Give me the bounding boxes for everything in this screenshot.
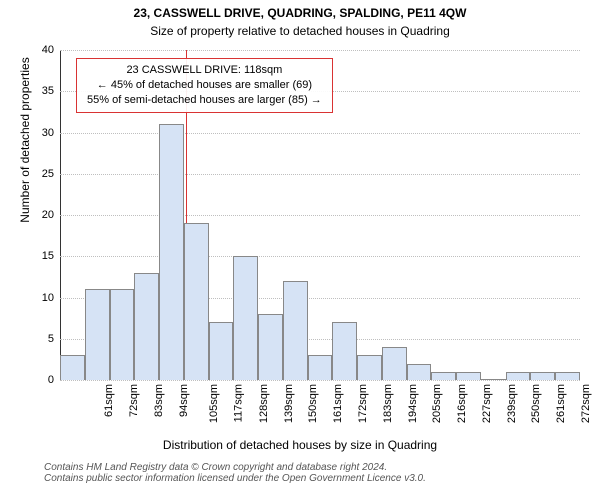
ytick-label: 10 [42,292,60,304]
histogram-bar [85,289,110,380]
histogram-bar [308,355,333,380]
gridline [60,50,580,51]
ytick-label: 40 [42,44,60,56]
histogram-bar [530,372,555,380]
gridline [60,133,580,134]
ytick-label: 30 [42,127,60,139]
histogram-bar [332,322,357,380]
xtick-label: 239sqm [506,384,518,423]
annotation-line3: 55% of semi-detached houses are larger (… [87,93,322,108]
xtick-label: 227sqm [481,384,493,423]
annotation-line1: 23 CASSWELL DRIVE: 118sqm [87,63,322,78]
ytick-label: 25 [42,168,60,180]
histogram-bar [209,322,234,380]
xtick-label: 117sqm [233,384,245,422]
annotation-line2: ← 45% of detached houses are smaller (69… [87,78,322,93]
histogram-bar [506,372,531,380]
histogram-bar [60,355,85,380]
gridline [60,174,580,175]
xtick-label: 105sqm [209,384,221,423]
histogram-bar [283,281,308,380]
footer-line: Contains HM Land Registry data © Crown c… [44,462,426,473]
histogram-bar [456,372,481,380]
xtick-label: 194sqm [407,384,419,423]
xtick-label: 83sqm [153,384,165,417]
histogram-bar [184,223,209,380]
histogram-bar [110,289,135,380]
gridline [60,215,580,216]
gridline [60,256,580,257]
xtick-label: 72sqm [128,384,140,417]
histogram-bar [481,379,506,380]
xtick-label: 272sqm [580,384,592,423]
x-axis-label: Distribution of detached houses by size … [0,438,600,452]
histogram-bar [555,372,580,380]
footer-line: Contains public sector information licen… [44,473,426,484]
footer-attribution: Contains HM Land Registry data © Crown c… [44,462,426,484]
xtick-label: 128sqm [258,384,270,423]
xtick-label: 250sqm [530,384,542,423]
xtick-label: 161sqm [332,384,344,423]
y-axis-label: Number of detached properties [18,0,32,305]
chart-title-line2: Size of property relative to detached ho… [0,24,600,38]
ytick-label: 15 [42,250,60,262]
xtick-label: 261sqm [555,384,567,423]
ytick-label: 20 [42,209,60,221]
histogram-bar [431,372,456,380]
histogram-bar [382,347,407,380]
xtick-label: 94sqm [178,384,190,417]
histogram-bar [407,364,432,381]
xtick-label: 150sqm [308,384,320,423]
xtick-label: 216sqm [456,384,468,423]
ytick-label: 5 [48,333,60,345]
xtick-label: 205sqm [431,384,443,423]
ytick-label: 0 [48,374,60,386]
chart-title-line1: 23, CASSWELL DRIVE, QUADRING, SPALDING, … [0,6,600,20]
gridline [60,380,580,381]
histogram-bar [134,273,159,380]
ytick-label: 35 [42,85,60,97]
annotation-box: 23 CASSWELL DRIVE: 118sqm ← 45% of detac… [76,58,333,113]
histogram-bar [159,124,184,380]
histogram-bar [233,256,258,380]
histogram-bar [258,314,283,380]
xtick-label: 183sqm [382,384,394,423]
chart-container: 23, CASSWELL DRIVE, QUADRING, SPALDING, … [0,0,600,500]
xtick-label: 172sqm [357,384,369,423]
xtick-label: 61sqm [103,384,115,417]
histogram-bar [357,355,382,380]
xtick-label: 139sqm [283,384,295,423]
